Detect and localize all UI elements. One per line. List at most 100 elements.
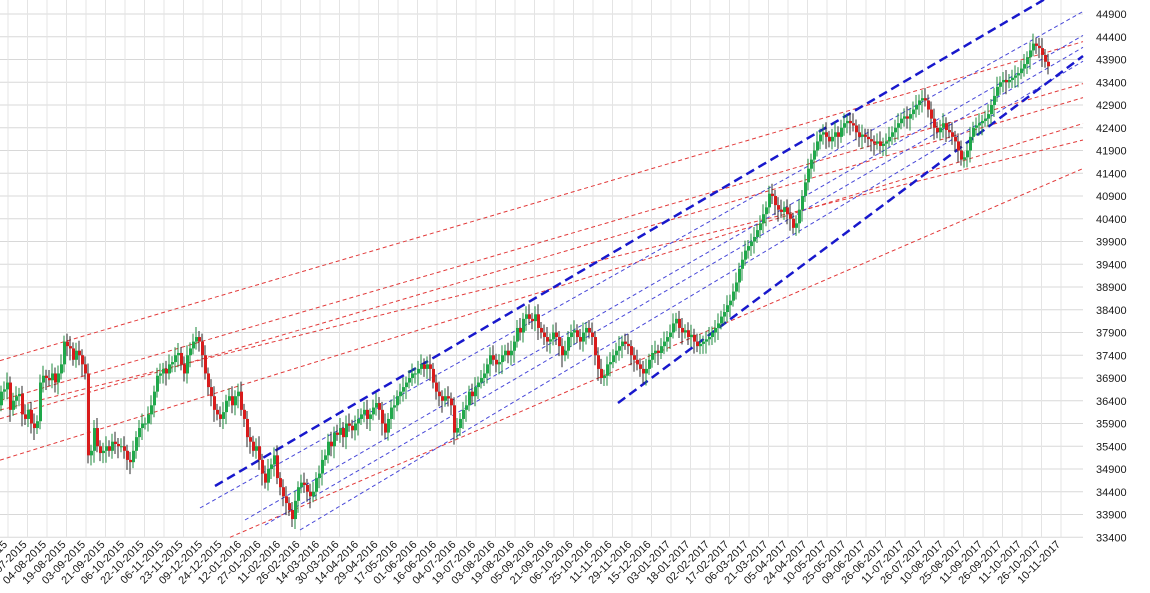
candle-body — [126, 450, 129, 460]
candle-body — [777, 205, 780, 210]
candle-body — [54, 373, 57, 383]
candle-body — [975, 125, 978, 128]
candle-body — [555, 332, 558, 338]
candle-body — [279, 478, 282, 488]
candle-body — [567, 337, 570, 351]
candle-body — [588, 327, 591, 333]
candle-body — [672, 323, 675, 333]
candle-body — [957, 141, 960, 151]
candle-body — [897, 123, 900, 128]
y-tick-label: 42900 — [1096, 100, 1127, 112]
candle-body — [123, 446, 126, 451]
y-tick-label: 43900 — [1096, 55, 1127, 67]
candle-body — [687, 330, 690, 338]
candle-body — [420, 364, 423, 369]
candle-body — [900, 118, 903, 124]
candle-body — [819, 134, 822, 142]
candle-body — [348, 423, 351, 426]
candle-body — [768, 193, 771, 208]
candle-body — [228, 396, 231, 401]
candle-body — [1008, 79, 1011, 83]
candle-body — [285, 496, 288, 504]
candle-body — [498, 362, 501, 365]
candle-body — [72, 348, 75, 360]
candle-body — [753, 236, 756, 242]
candle-body — [1035, 43, 1038, 46]
candle-body — [18, 393, 21, 397]
candle-body — [960, 150, 963, 160]
candle-body — [717, 323, 720, 328]
candle-body — [885, 141, 888, 144]
candle-body — [264, 473, 267, 483]
y-tick-label: 43400 — [1096, 77, 1127, 89]
candle-body — [483, 373, 486, 378]
candle-body — [225, 400, 228, 413]
candle-body — [1041, 48, 1044, 55]
candle-body — [378, 403, 381, 410]
candle-body — [423, 364, 426, 369]
candle-body — [147, 414, 150, 424]
candle-body — [774, 196, 777, 206]
candle-body — [213, 396, 216, 410]
candle-body — [516, 327, 519, 342]
candle-body — [144, 423, 147, 425]
candle-body — [252, 441, 255, 451]
candle-body — [981, 120, 984, 124]
candle-body — [600, 368, 603, 378]
candle-body — [540, 327, 543, 333]
candle-body — [111, 441, 114, 451]
red-trend-line — [0, 123, 1084, 461]
candle-body — [606, 364, 609, 376]
candle-body — [612, 355, 615, 363]
candle-body — [909, 114, 912, 119]
candle-body — [978, 123, 981, 126]
candle-body — [432, 368, 435, 383]
candle-body — [333, 432, 336, 447]
candle-body — [630, 346, 633, 356]
candle-body — [573, 330, 576, 333]
candle-body — [75, 350, 78, 360]
candle-body — [804, 182, 807, 196]
candle-body — [930, 109, 933, 119]
y-tick-label: 38400 — [1096, 305, 1127, 317]
candle-body — [438, 391, 441, 397]
candle-body — [195, 337, 198, 342]
y-tick-label: 41400 — [1096, 168, 1127, 180]
candle-body — [132, 450, 135, 463]
candle-body — [324, 455, 327, 460]
candle-body — [441, 396, 444, 401]
candle-body — [615, 350, 618, 356]
candle-body — [384, 423, 387, 433]
candle-body — [639, 364, 642, 369]
candle-body — [816, 141, 819, 151]
candle-body — [696, 341, 699, 347]
candle-body — [243, 409, 246, 419]
candle-body — [624, 341, 627, 344]
candle-body — [876, 141, 879, 144]
candle-body — [141, 423, 144, 429]
candle-body — [345, 423, 348, 438]
candle-body — [834, 132, 837, 137]
candle-body — [924, 98, 927, 101]
candle-body — [90, 450, 93, 456]
candle-body — [795, 223, 798, 228]
candle-body — [927, 100, 930, 110]
y-tick-label: 34900 — [1096, 464, 1127, 476]
candle-body — [873, 141, 876, 144]
candle-body — [810, 159, 813, 169]
candle-body — [585, 327, 588, 333]
y-tick-label: 36400 — [1096, 396, 1127, 408]
candle-body — [1023, 64, 1026, 69]
blue-thin-channel — [199, 11, 1084, 509]
y-tick-label: 38900 — [1096, 282, 1127, 294]
candle-body — [645, 368, 648, 374]
candle-body — [99, 446, 102, 454]
x-axis-ticks: 201520-07-201504-08-201519-08-201503-09-… — [0, 539, 1063, 587]
y-tick-label: 41900 — [1096, 146, 1127, 158]
candle-body — [597, 355, 600, 369]
candle-body — [765, 207, 768, 215]
candle-body — [117, 443, 120, 447]
y-tick-label: 39900 — [1096, 237, 1127, 249]
candle-body — [0, 391, 3, 406]
candle-body — [216, 409, 219, 415]
